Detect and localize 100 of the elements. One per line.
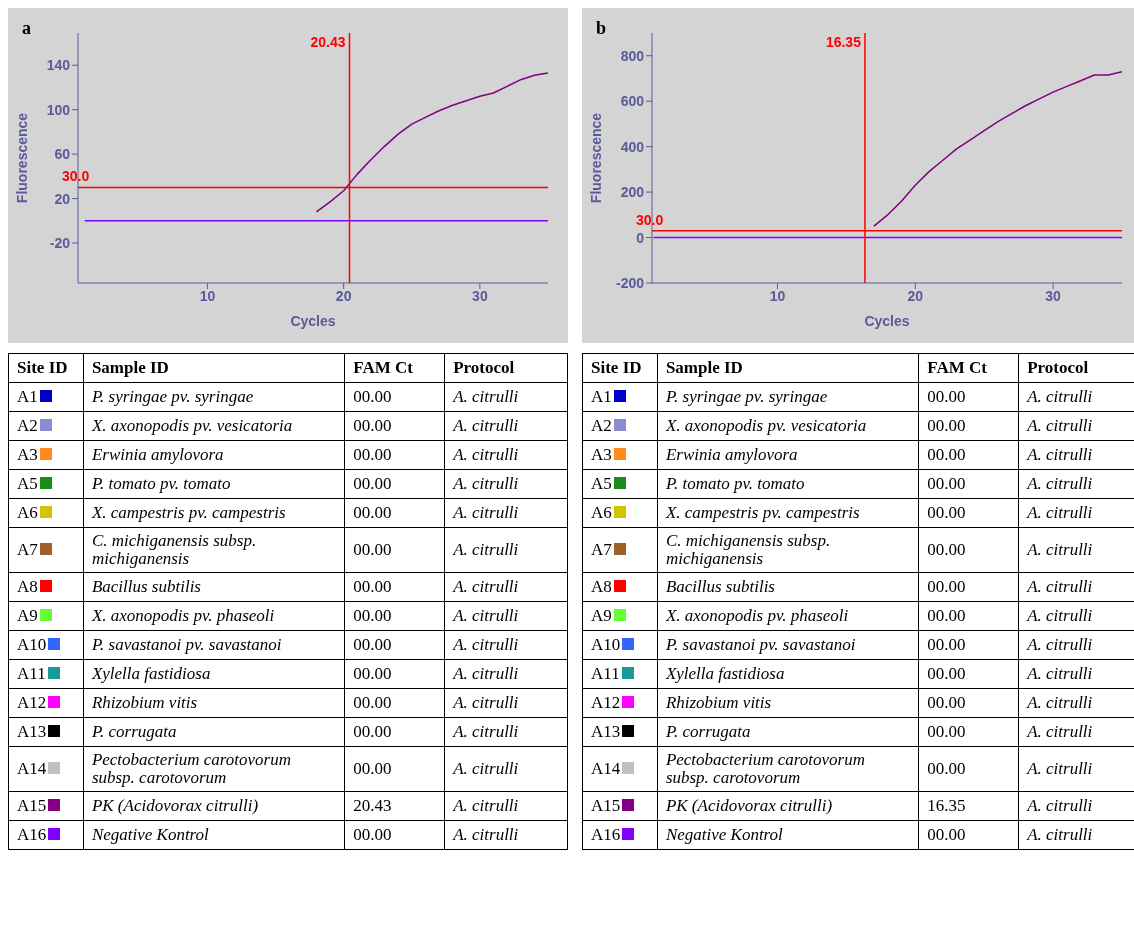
- text: A. citrulli: [444, 469, 568, 499]
- text: 00.00: [918, 572, 1019, 602]
- text: Bacillus subtilis: [657, 572, 919, 602]
- text: X. campestris pv. campestris: [657, 498, 919, 528]
- text: Negative Kontrol: [83, 820, 345, 850]
- text: P. syringae pv. syringae: [657, 382, 919, 412]
- text: A. citrulli: [1018, 527, 1134, 573]
- ref-line-label: 16.35: [825, 33, 862, 50]
- y-tick-label: 400: [620, 138, 645, 155]
- legend-label: A13: [17, 722, 47, 741]
- text: 00.00: [344, 717, 445, 747]
- text: A. citrulli: [444, 382, 568, 412]
- text: 00.00: [344, 601, 445, 631]
- text: Pectobacterium carotovorum subsp. carotovorum: [657, 746, 919, 792]
- text: A. citrulli: [444, 411, 568, 441]
- text: A. citrulli: [444, 498, 568, 528]
- legend-label: A5: [17, 474, 38, 493]
- legend-label: A15: [591, 796, 621, 815]
- text: C. michiganensis subsp. michiganensis: [83, 527, 345, 573]
- legend-label: A13: [591, 722, 621, 741]
- text: A. citrulli: [444, 717, 568, 747]
- text: 00.00: [344, 820, 445, 850]
- text: X. axonopodis pv. phaseoli: [83, 601, 345, 631]
- text: 00.00: [344, 411, 445, 441]
- legend-label: A9: [17, 606, 38, 625]
- text: Erwinia amylovora: [657, 440, 919, 470]
- x-tick-label: 30: [1045, 287, 1062, 304]
- legend-label: A16: [591, 825, 621, 844]
- y-tick-label: 60: [54, 146, 71, 163]
- text: A. citrulli: [1018, 440, 1134, 470]
- text: 00.00: [918, 527, 1019, 573]
- y-axis-title: Fluorescence: [587, 112, 604, 204]
- text: 00.00: [918, 688, 1019, 718]
- text: A. citrulli: [1018, 630, 1134, 660]
- y-axis-title: Fluorescence: [13, 112, 30, 204]
- text: 00.00: [344, 746, 445, 792]
- text: A. citrulli: [1018, 659, 1134, 689]
- y-tick-label: -20: [49, 234, 71, 251]
- text: Sample ID: [83, 353, 345, 383]
- legend-label: A6: [591, 503, 612, 522]
- text: Protocol: [444, 353, 568, 383]
- text: 00.00: [918, 601, 1019, 631]
- text: X. axonopodis pv. phaseoli: [657, 601, 919, 631]
- text: C. michiganensis subsp. michiganensis: [657, 527, 919, 573]
- text: Bacillus subtilis: [83, 572, 345, 602]
- text: 00.00: [344, 498, 445, 528]
- x-tick-label: 20: [335, 287, 352, 304]
- text: A. citrulli: [1018, 820, 1134, 850]
- text: Rhizobium vitis: [83, 688, 345, 718]
- text: PK (Acidovorax citrulli): [657, 791, 919, 821]
- text: X. campestris pv. campestris: [83, 498, 345, 528]
- legend-label: A8: [17, 577, 38, 596]
- text: 00.00: [344, 630, 445, 660]
- chart-title: b: [596, 18, 607, 39]
- x-axis-title: Cycles: [864, 313, 910, 329]
- text: 00.00: [918, 820, 1019, 850]
- y-tick-label: 100: [46, 101, 71, 118]
- text: X. axonopodis pv. vesicatoria: [83, 411, 345, 441]
- text: Pectobacterium carotovorum subsp. carotovorum: [83, 746, 345, 792]
- legend-label: A11: [591, 664, 620, 683]
- legend-label: A10: [591, 635, 621, 654]
- line-series: [315, 72, 548, 213]
- text: A. citrulli: [444, 630, 568, 660]
- text: A. citrulli: [444, 659, 568, 689]
- ref-line-label: 30.0: [636, 211, 664, 228]
- legend-label: A5: [591, 474, 612, 493]
- legend-label: A3: [17, 445, 38, 464]
- text: A. citrulli: [1018, 746, 1134, 792]
- legend-label: A1: [17, 387, 38, 406]
- text: 00.00: [918, 630, 1019, 660]
- text: P. tomato pv. tomato: [83, 469, 345, 499]
- y-tick-label: 20: [54, 190, 71, 207]
- text: Negative Kontrol: [657, 820, 919, 850]
- legend-label: A2: [591, 416, 612, 435]
- legend-label: A14: [17, 759, 47, 778]
- text: 00.00: [344, 469, 445, 499]
- x-tick-label: 30: [472, 287, 488, 304]
- legend-label: A1: [591, 387, 612, 406]
- text: 00.00: [344, 688, 445, 718]
- text: Rhizobium vitis: [657, 688, 919, 718]
- legend-label: A12: [17, 693, 47, 712]
- legend-label: A10: [17, 635, 47, 654]
- legend-label: A15: [17, 796, 47, 815]
- legend-label: A9: [591, 606, 612, 625]
- legend-label: A6: [17, 503, 38, 522]
- text: Site ID: [8, 353, 84, 383]
- text: 16.35: [918, 791, 1019, 821]
- text: P. tomato pv. tomato: [657, 469, 919, 499]
- legend-label: A7: [17, 540, 38, 559]
- line-series: [873, 70, 1122, 227]
- text: A. citrulli: [444, 440, 568, 470]
- text: A. citrulli: [1018, 411, 1134, 441]
- chart-title: a: [22, 18, 31, 39]
- text: P. corrugata: [83, 717, 345, 747]
- text: A. citrulli: [1018, 791, 1134, 821]
- text: Site ID: [582, 353, 658, 383]
- text: 00.00: [344, 527, 445, 573]
- text: A. citrulli: [1018, 688, 1134, 718]
- text: A. citrulli: [444, 601, 568, 631]
- ref-line-label: 20.43: [310, 33, 346, 50]
